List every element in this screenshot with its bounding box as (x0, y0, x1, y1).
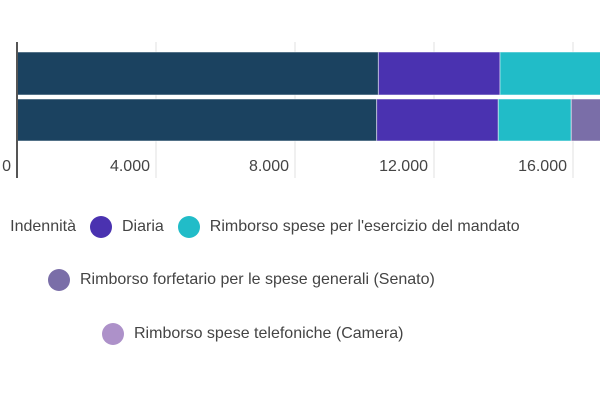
legend-dot-icon (48, 269, 70, 291)
legend-item-rimborso-senato: Rimborso forfetario per le spese general… (48, 269, 435, 291)
legend-label: Rimborso spese per l'esercizio del manda… (209, 218, 520, 235)
legend-row-1: Indennità Diaria Rimborso spese per l'es… (0, 216, 534, 238)
bar-segment (499, 51, 600, 96)
legend-label: Rimborso spese telefoniche (Camera) (134, 325, 404, 342)
legend-dot-icon (102, 323, 124, 345)
legend-label: Rimborso forfetario per le spese general… (80, 271, 435, 288)
x-tick-label: 12.000 (379, 158, 428, 175)
bar-segment (16, 51, 379, 96)
x-tick-label: 8.000 (249, 158, 289, 175)
bar-segment (570, 98, 600, 142)
x-tick-label: 0 (2, 158, 11, 175)
legend-row-3: Rimborso spese telefoniche (Camera) (102, 323, 417, 345)
legend-item-rimborso-mandato: Rimborso spese per l'esercizio del manda… (177, 216, 520, 238)
legend-item-diaria: Diaria (90, 216, 164, 238)
legend-label: Indennità (10, 218, 76, 235)
legend-label: Diaria (122, 218, 164, 235)
legend-item-rimborso-camera: Rimborso spese telefoniche (Camera) (102, 323, 403, 345)
legend-dot-icon (90, 216, 112, 238)
bar-segment (376, 98, 499, 142)
legend-row-2: Rimborso forfetario per le spese general… (48, 269, 449, 291)
bar-segment (16, 98, 378, 142)
legend-item-indennita: Indennità (0, 216, 76, 238)
x-tick-label: 4.000 (110, 158, 150, 175)
legend-dot-icon (177, 216, 200, 238)
bar-segment (377, 51, 501, 96)
x-tick-label: 16.000 (518, 158, 567, 175)
bar-segment (497, 98, 572, 142)
